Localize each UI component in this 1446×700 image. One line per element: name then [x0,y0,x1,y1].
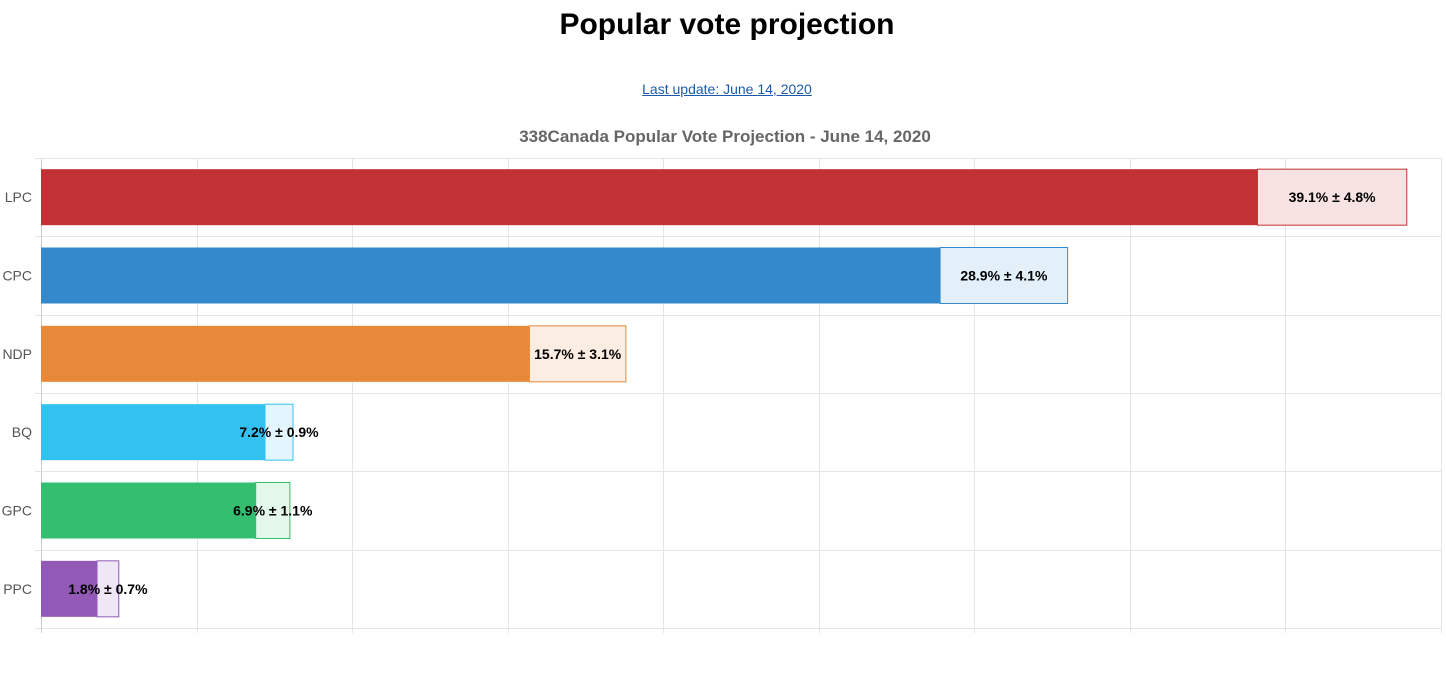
tick-label-cpc: CPC [2,268,32,284]
chart-title: 338Canada Popular Vote Projection - June… [519,127,931,146]
value-bar-bq[interactable] [41,404,265,461]
value-bar-gpc[interactable] [41,482,256,539]
margin-bar-gpc[interactable] [255,482,291,539]
chart-bars [41,168,1408,618]
tick-label-gpc: GPC [2,503,32,519]
data-label-cpc: 28.9% ± 4.1% [960,268,1048,284]
data-label-lpc: 39.1% ± 4.8% [1289,189,1377,205]
data-label-gpc: 6.9% ± 1.1% [233,503,313,519]
last-update-container: Last update: June 14, 2020 [0,81,1446,97]
value-bar-cpc[interactable] [41,247,941,304]
tick-label-ppc: PPC [3,581,32,597]
value-bar-lpc[interactable] [41,169,1258,226]
tick-label-ndp: NDP [2,346,32,362]
last-update-link[interactable]: Last update: June 14, 2020 [642,81,812,97]
data-label-bq: 7.2% ± 0.9% [239,424,319,440]
chart-grid [35,158,1442,633]
data-label-ndp: 15.7% ± 3.1% [534,346,622,362]
margin-bar-ndp[interactable] [528,325,627,383]
value-bar-ppc[interactable] [41,560,97,617]
tick-label-bq: BQ [12,424,32,440]
value-bar-ndp[interactable] [41,325,530,382]
margin-bar-cpc[interactable] [939,247,1069,304]
margin-bar-lpc[interactable] [1256,168,1408,226]
tick-label-lpc: LPC [5,189,32,205]
page-title: Popular vote projection [559,8,895,41]
chart-labels: LPC 39.1% ± 4.8% CPC 28.9% ± 4.1% NDP 15.7% ±… [2,189,1377,597]
data-label-ppc: 1.8% ± 0.7% [68,581,148,597]
